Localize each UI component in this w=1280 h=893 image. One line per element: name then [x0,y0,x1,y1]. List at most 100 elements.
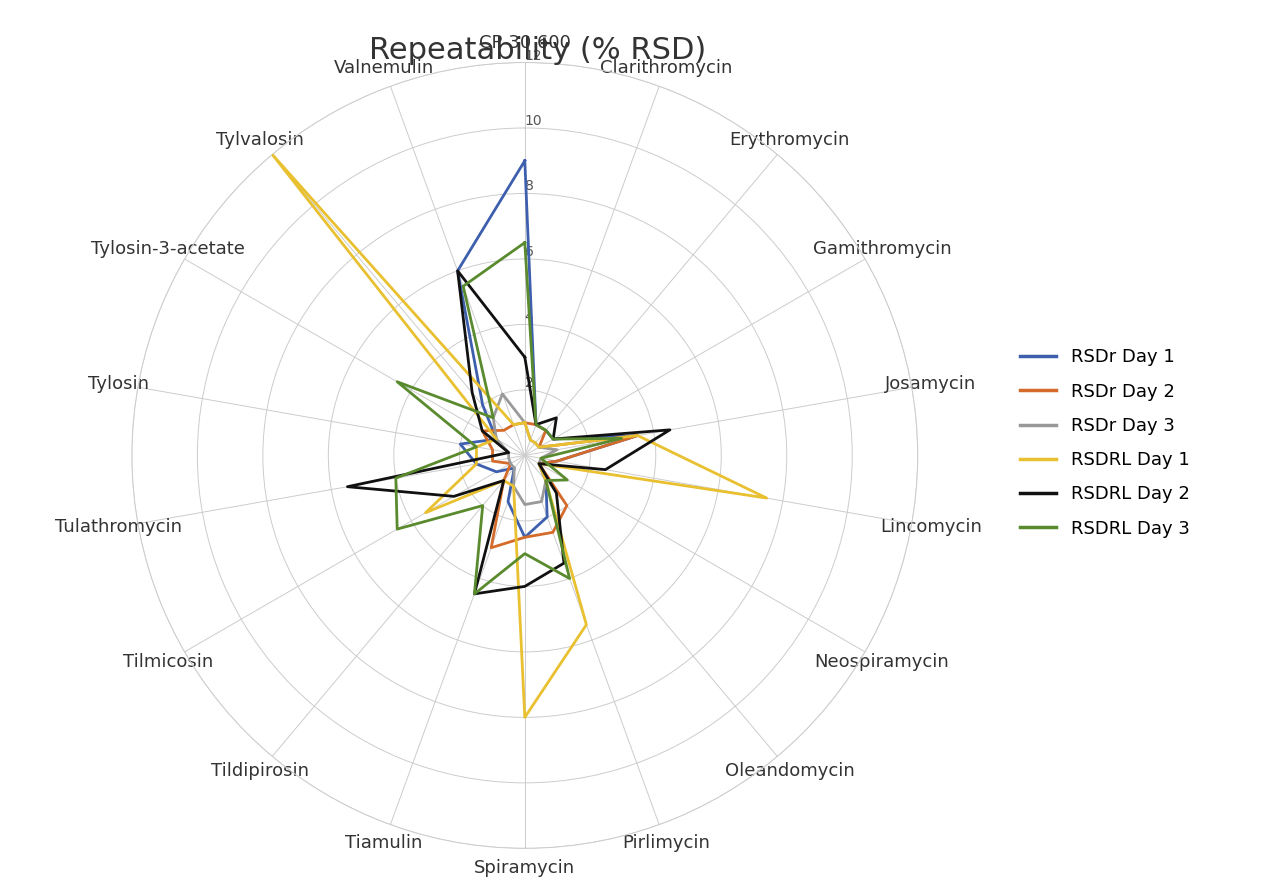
RSDr Day 1 [489,434,504,445]
RSDRL Day 3 [529,420,544,430]
RSDRL Day 1 [579,620,594,630]
RSDRL Day 2 [598,464,613,475]
RSDr Day 2 [630,430,645,441]
RSDRL Day 3 [388,472,403,483]
RSDr Day 1 [630,430,645,441]
RSDRL Day 1 [527,438,543,448]
RSDr Day 2 [475,426,490,437]
RSDRL Day 1 [517,417,532,428]
RSDr Day 2 [484,542,499,553]
RSDr Day 3 [517,417,532,428]
RSDRL Day 1 [497,475,512,486]
RSDRL Day 2 [451,265,466,276]
RSDr Day 3 [538,475,553,486]
RSDRL Day 2 [497,475,512,486]
Line: RSDr Day 2: RSDr Day 2 [483,422,637,547]
RSDRL Day 3 [517,548,532,559]
RSDr Day 1 [529,420,544,430]
RSDRL Day 3 [389,523,404,534]
RSDr Day 2 [497,475,512,486]
RSDr Day 2 [485,445,500,455]
RSDr Day 1 [549,455,564,466]
RSDRL Day 1 [417,507,433,518]
Legend: RSDr Day 1, RSDr Day 2, RSDr Day 3, RSDRL Day 1, RSDRL Day 2, RSDRL Day 3: RSDr Day 1, RSDr Day 2, RSDr Day 3, RSDR… [1020,348,1189,538]
RSDRL Day 1 [531,442,547,453]
RSDr Day 2 [531,442,547,453]
RSDr Day 3 [534,453,549,463]
RSDr Day 1 [517,155,532,166]
RSDr Day 2 [531,458,547,469]
RSDRL Day 2 [475,426,490,437]
RSDRL Day 1 [630,430,645,441]
RSDRL Day 1 [759,493,774,504]
Line: RSDRL Day 1: RSDRL Day 1 [273,154,767,717]
RSDRL Day 3 [456,280,471,291]
RSDRL Day 1 [468,441,484,452]
RSDRL Day 3 [559,474,575,485]
RSDr Day 3 [522,435,538,446]
RSDr Day 3 [506,480,521,491]
RSDRL Day 1 [489,434,504,445]
RSDRL Day 3 [468,441,484,452]
RSDr Day 1 [538,425,553,436]
RSDr Day 2 [503,458,518,469]
RSDRL Day 2 [500,447,516,458]
RSDRL Day 2 [662,424,677,435]
RSDRL Day 2 [447,491,462,502]
RSDRL Day 2 [517,352,532,363]
RSDr Day 2 [485,455,500,466]
RSDr Day 3 [517,499,532,510]
RSDRL Day 2 [529,420,544,430]
RSDr Day 2 [549,455,564,466]
RSDr Day 2 [529,420,544,430]
RSDr Day 3 [500,453,516,463]
RSDr Day 2 [497,425,512,436]
RSDRL Day 1 [522,435,538,446]
RSDRL Day 2 [549,488,564,498]
RSDr Day 3 [507,463,522,473]
RSDRL Day 3 [467,588,483,599]
RSDr Day 2 [545,527,561,538]
RSDRL Day 3 [389,377,404,388]
RSDr Day 3 [549,445,564,455]
RSDr Day 1 [500,497,516,507]
RSDr Day 3 [531,442,547,453]
RSDr Day 1 [539,512,554,522]
RSDRL Day 1 [265,149,280,160]
RSDr Day 3 [527,438,543,448]
Line: RSDRL Day 3: RSDRL Day 3 [396,243,622,594]
RSDRL Day 3 [562,573,577,584]
RSDRL Day 1 [517,712,532,722]
RSDRL Day 3 [475,500,490,511]
RSDRL Day 1 [538,475,553,486]
RSDRL Day 2 [465,388,480,398]
RSDRL Day 3 [538,425,553,436]
RSDr Day 3 [503,458,518,469]
RSDRL Day 2 [549,413,564,423]
RSDr Day 3 [534,497,549,507]
RSDr Day 3 [495,388,511,399]
RSDRL Day 3 [538,475,553,486]
RSDRL Day 3 [545,434,561,445]
RSDr Day 1 [531,458,547,469]
Line: RSDr Day 1: RSDr Day 1 [458,161,637,538]
RSDr Day 2 [517,417,532,428]
RSDr Day 1 [517,532,532,543]
RSDr Day 2 [517,417,532,428]
RSDr Day 3 [531,458,547,469]
RSDr Day 1 [451,265,466,276]
RSDr Day 2 [517,532,532,543]
RSDr Day 1 [517,155,532,166]
RSDRL Day 1 [506,420,521,430]
Line: RSDRL Day 2: RSDRL Day 2 [347,271,669,594]
RSDRL Day 2 [545,434,561,445]
RSDRL Day 1 [517,417,532,428]
RSDr Day 2 [538,425,553,436]
RSDRL Day 2 [467,588,483,599]
RSDr Day 1 [453,438,468,449]
RSDRL Day 1 [506,480,521,491]
RSDRL Day 3 [485,413,500,423]
RSDRL Day 3 [517,238,532,248]
RSDr Day 1 [545,434,561,445]
RSDr Day 2 [559,500,575,511]
